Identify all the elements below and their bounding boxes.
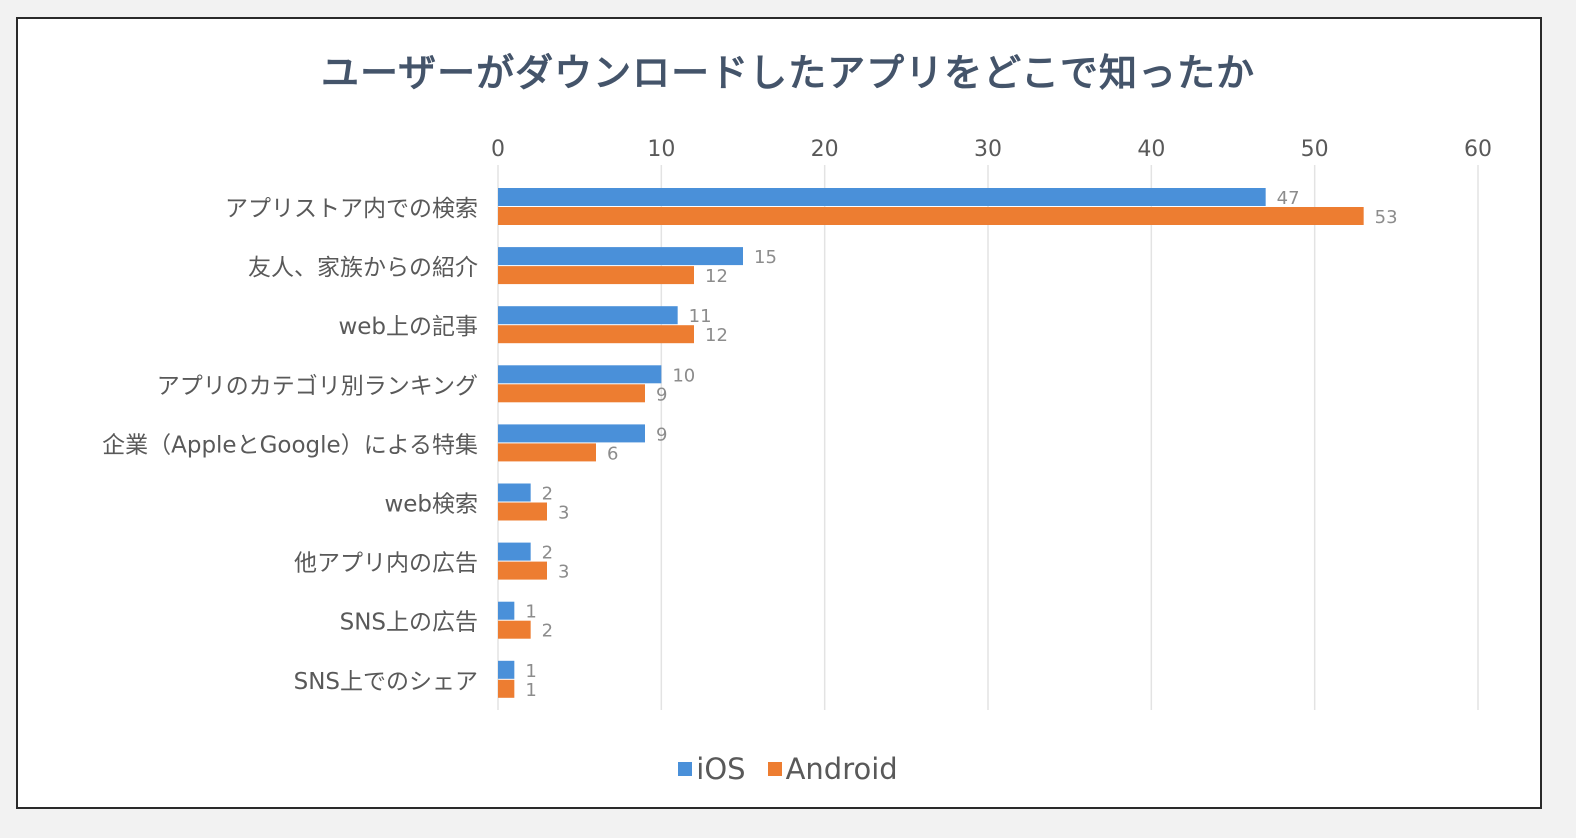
data-label: 9: [656, 384, 667, 405]
data-label: 12: [705, 266, 728, 287]
bar-android: [498, 502, 547, 521]
legend-swatch: [678, 762, 693, 776]
bar-ios: [498, 601, 515, 620]
category-label: 他アプリ内の広告: [294, 551, 478, 577]
chart-title: ユーザーがダウンロードしたアプリをどこで知ったか: [320, 51, 1256, 95]
data-label: 2: [542, 621, 553, 642]
bar-ios: [498, 660, 515, 679]
bar-ios: [498, 542, 531, 561]
bar-android: [498, 384, 645, 403]
data-label: 12: [705, 325, 728, 346]
bar-ios: [498, 483, 531, 502]
category-label: アプリのカテゴリ別ランキング: [157, 373, 478, 399]
bar-android: [498, 266, 694, 285]
data-label: 15: [754, 247, 777, 268]
legend-item-android: Android: [767, 752, 898, 786]
bar-ios: [498, 306, 678, 325]
x-tick-label: 20: [811, 137, 839, 162]
x-tick-label: 40: [1137, 137, 1165, 162]
data-label: 9: [656, 424, 667, 445]
data-label: 1: [525, 680, 536, 701]
bar-android: [498, 679, 515, 698]
legend-item-ios: iOS: [678, 752, 746, 786]
bar-android: [498, 325, 694, 344]
data-label: 11: [689, 306, 712, 327]
bar-android: [498, 207, 1364, 225]
bar-ios: [498, 247, 743, 266]
category-label: 友人、家族からの紹介: [248, 255, 478, 281]
x-tick-label: 30: [974, 137, 1002, 162]
legend-swatch: [767, 762, 782, 776]
x-tick-label: 60: [1464, 137, 1492, 162]
data-label: 53: [1375, 207, 1398, 228]
data-label: 3: [558, 503, 569, 524]
x-tick-label: 10: [647, 137, 675, 162]
bar-android: [498, 443, 596, 462]
x-tick-label: 0: [491, 137, 505, 162]
category-label: SNS上でのシェア: [294, 669, 478, 695]
data-label: 10: [672, 365, 695, 386]
category-label: アプリストア内での検索: [225, 196, 478, 222]
data-label: 2: [542, 484, 553, 505]
data-label: 3: [558, 562, 569, 583]
data-label: 1: [525, 661, 536, 682]
category-label: web検索: [384, 492, 478, 518]
legend-label: iOS: [696, 752, 746, 786]
category-label: SNS上の広告: [340, 610, 478, 636]
data-label: 1: [525, 602, 536, 623]
data-label: 6: [607, 443, 618, 464]
x-tick-label: 50: [1301, 137, 1329, 162]
chart-legend: iOS Android: [0, 752, 1576, 786]
category-label: 企業（AppleとGoogle）による特集: [102, 432, 478, 458]
bar-ios: [498, 424, 645, 443]
chart-frame: [16, 17, 1542, 809]
legend-label: Android: [785, 752, 898, 786]
bar-ios: [498, 365, 662, 384]
data-label: 47: [1277, 188, 1300, 209]
category-label: web上の記事: [338, 314, 478, 340]
bar-ios: [498, 188, 1266, 206]
bar-android: [498, 620, 531, 639]
data-label: 2: [542, 543, 553, 564]
bar-android: [498, 561, 547, 580]
